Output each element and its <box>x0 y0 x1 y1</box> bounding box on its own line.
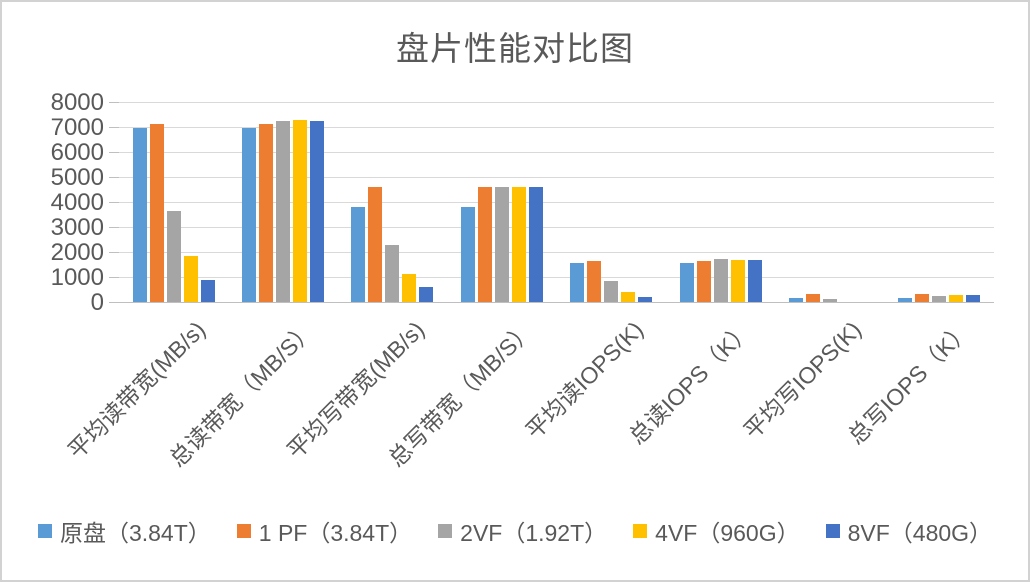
bar-s0-c4 <box>570 263 585 302</box>
legend-swatch-icon <box>633 524 648 538</box>
gridline <box>119 102 994 103</box>
bar-s2-c2 <box>385 245 400 302</box>
gridline <box>119 227 994 228</box>
bar-s3-c4 <box>621 292 636 302</box>
bar-s3-c7 <box>949 295 964 302</box>
y-axis-tick-label: 2000 <box>50 238 104 266</box>
legend-swatch-icon <box>438 524 453 538</box>
bar-s4-c0 <box>200 280 215 302</box>
bar-s1-c5 <box>696 261 711 302</box>
bar-s1-c1 <box>259 124 274 302</box>
bar-s4-c3 <box>528 187 543 302</box>
gridline <box>119 152 994 153</box>
bar-s1-c7 <box>915 294 930 302</box>
y-axis-tick <box>109 302 119 303</box>
legend-item-0: 原盘（3.84T） <box>37 514 211 548</box>
y-axis-tick-label: 4000 <box>50 188 104 216</box>
legend: 原盘（3.84T） 1 PF（3.84T） 2VF（1.92T） 4VF（960G） 8… <box>2 514 1028 548</box>
bar-s0-c2 <box>351 207 366 302</box>
bar-s4-c7 <box>966 295 981 302</box>
bar-s3-c0 <box>183 256 198 302</box>
bar-s2-c0 <box>166 211 181 302</box>
bar-s1-c2 <box>368 187 383 302</box>
legend-label: 4VF（960G） <box>655 520 800 546</box>
bar-s0-c5 <box>679 263 694 302</box>
legend-item-1: 1 PF（3.84T） <box>236 514 413 548</box>
bar-s0-c7 <box>898 298 913 302</box>
bar-s0-c6 <box>788 298 803 302</box>
legend-swatch-icon <box>37 524 52 538</box>
y-axis-tick <box>109 227 119 228</box>
legend-item-2: 2VF（1.92T） <box>438 514 607 548</box>
legend-item-3: 4VF（960G） <box>633 514 800 548</box>
legend-label: 1 PF（3.84T） <box>258 520 413 546</box>
bar-s3-c1 <box>293 120 308 302</box>
y-axis-tick <box>109 252 119 253</box>
legend-item-4: 8VF（480G） <box>825 514 993 548</box>
gridline <box>119 202 994 203</box>
y-axis-tick-label: 3000 <box>50 213 104 241</box>
bar-s0-c3 <box>460 207 475 302</box>
y-axis-tick <box>109 177 119 178</box>
legend-swatch-icon <box>236 524 251 538</box>
y-axis-tick-label: 8000 <box>50 88 104 116</box>
bar-s4-c4 <box>638 297 653 302</box>
bar-s4-c5 <box>747 260 762 302</box>
bar-s2-c1 <box>276 121 291 302</box>
bar-s3-c5 <box>730 260 745 302</box>
legend-label: 原盘（3.84T） <box>59 520 211 546</box>
bar-s1-c4 <box>587 261 602 302</box>
bar-s4-c1 <box>310 121 325 302</box>
y-axis-tick-label: 1000 <box>50 263 104 291</box>
y-axis-tick <box>109 102 119 103</box>
bar-s2-c5 <box>713 259 728 302</box>
y-axis-tick-label: 7000 <box>50 113 104 141</box>
legend-swatch-icon <box>825 524 840 538</box>
legend-label: 2VF（1.92T） <box>460 520 608 546</box>
bar-s2-c7 <box>932 296 947 302</box>
y-axis-tick-label: 0 <box>90 288 104 316</box>
bar-s4-c2 <box>419 287 434 302</box>
legend-label: 8VF（480G） <box>847 520 993 546</box>
bar-s2-c6 <box>822 299 837 302</box>
x-axis-line <box>119 302 994 303</box>
chart-title: 盘片性能对比图 <box>396 30 634 67</box>
gridline <box>119 277 994 278</box>
y-axis-tick-label: 6000 <box>50 138 104 166</box>
gridline <box>119 252 994 253</box>
y-axis-tick <box>109 277 119 278</box>
y-axis-tick <box>109 127 119 128</box>
gridline <box>119 127 994 128</box>
gridline <box>119 177 994 178</box>
bar-s0-c1 <box>242 128 257 302</box>
bar-s1-c0 <box>149 124 164 302</box>
y-axis-tick <box>109 152 119 153</box>
bar-s3-c2 <box>402 274 417 302</box>
bar-s3-c3 <box>511 187 526 302</box>
bar-s0-c0 <box>132 128 147 302</box>
bar-s1-c3 <box>477 187 492 302</box>
bar-s2-c4 <box>604 281 619 302</box>
bar-s1-c6 <box>805 294 820 302</box>
y-axis-tick-label: 5000 <box>50 163 104 191</box>
y-axis-tick <box>109 202 119 203</box>
bar-s2-c3 <box>494 187 509 302</box>
